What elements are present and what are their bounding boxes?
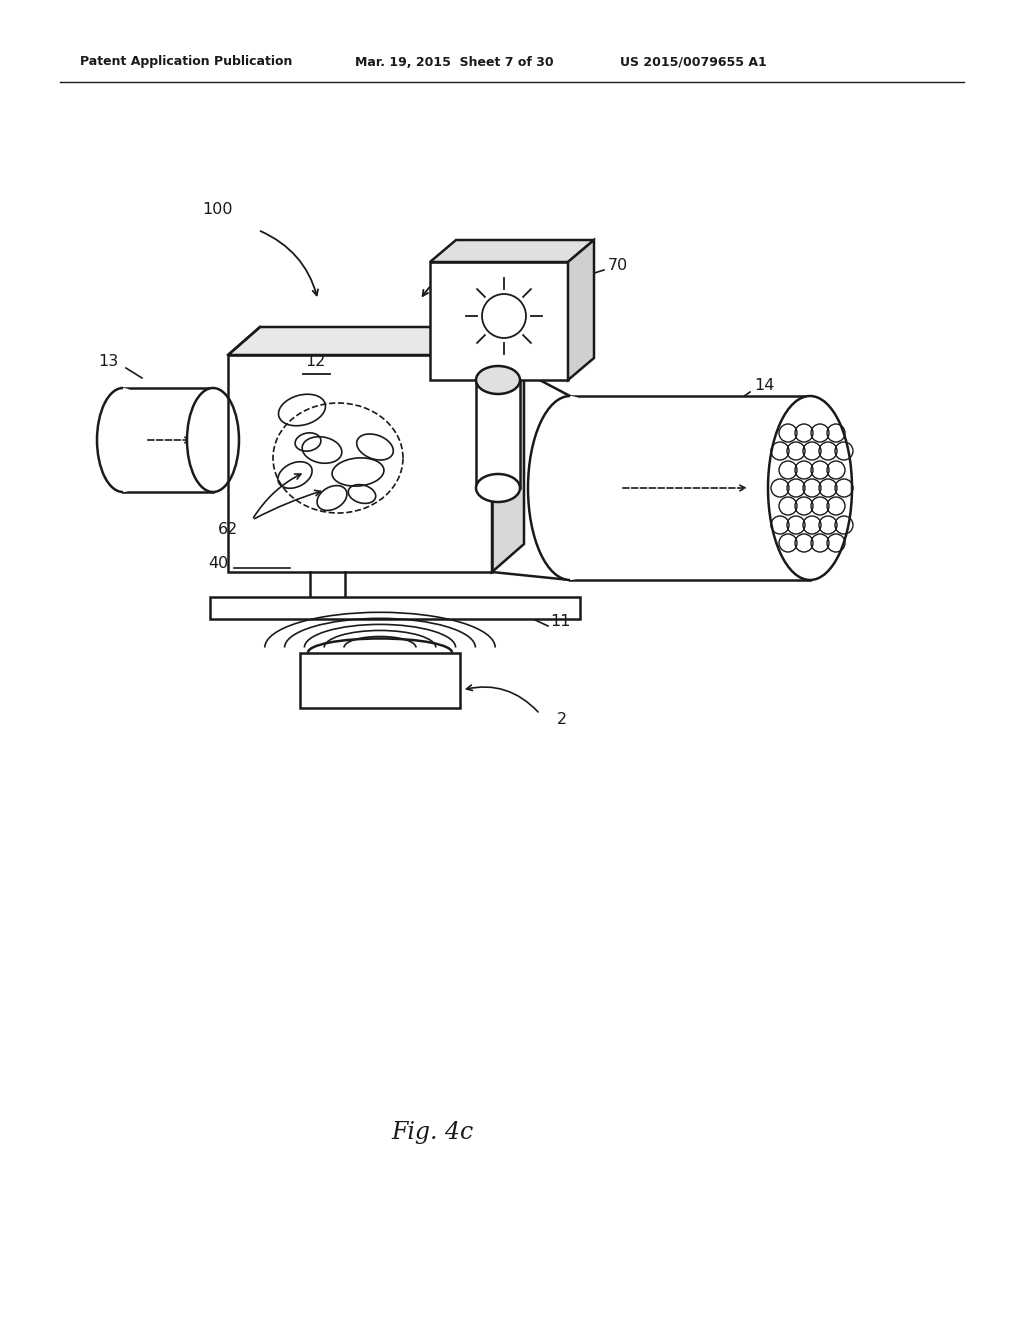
Ellipse shape: [97, 388, 150, 492]
Text: 10: 10: [472, 252, 493, 268]
Polygon shape: [476, 380, 520, 488]
Polygon shape: [492, 327, 524, 572]
Polygon shape: [430, 261, 568, 380]
Ellipse shape: [768, 396, 852, 579]
Text: 71: 71: [558, 313, 579, 327]
Polygon shape: [568, 240, 594, 380]
Text: 12: 12: [305, 355, 326, 370]
Ellipse shape: [528, 396, 612, 579]
Text: 50: 50: [538, 294, 558, 309]
Text: US 2015/0079655 A1: US 2015/0079655 A1: [620, 55, 767, 69]
Polygon shape: [228, 327, 524, 355]
Text: 11: 11: [550, 615, 570, 630]
Polygon shape: [210, 597, 580, 619]
Polygon shape: [570, 396, 810, 579]
Text: 13: 13: [98, 355, 118, 370]
Polygon shape: [300, 652, 460, 708]
Text: 14: 14: [754, 378, 774, 392]
Polygon shape: [430, 240, 594, 261]
Ellipse shape: [476, 474, 520, 502]
Text: 40: 40: [208, 557, 228, 572]
Text: 2: 2: [557, 713, 567, 727]
Text: 62: 62: [218, 523, 239, 537]
Text: 100: 100: [203, 202, 233, 218]
Polygon shape: [123, 388, 213, 492]
Text: Fig. 4c: Fig. 4c: [391, 1121, 473, 1143]
Text: Patent Application Publication: Patent Application Publication: [80, 55, 293, 69]
Ellipse shape: [476, 366, 520, 393]
Text: Mar. 19, 2015  Sheet 7 of 30: Mar. 19, 2015 Sheet 7 of 30: [355, 55, 554, 69]
Text: 70: 70: [608, 257, 628, 272]
Polygon shape: [228, 355, 492, 572]
Ellipse shape: [187, 388, 239, 492]
